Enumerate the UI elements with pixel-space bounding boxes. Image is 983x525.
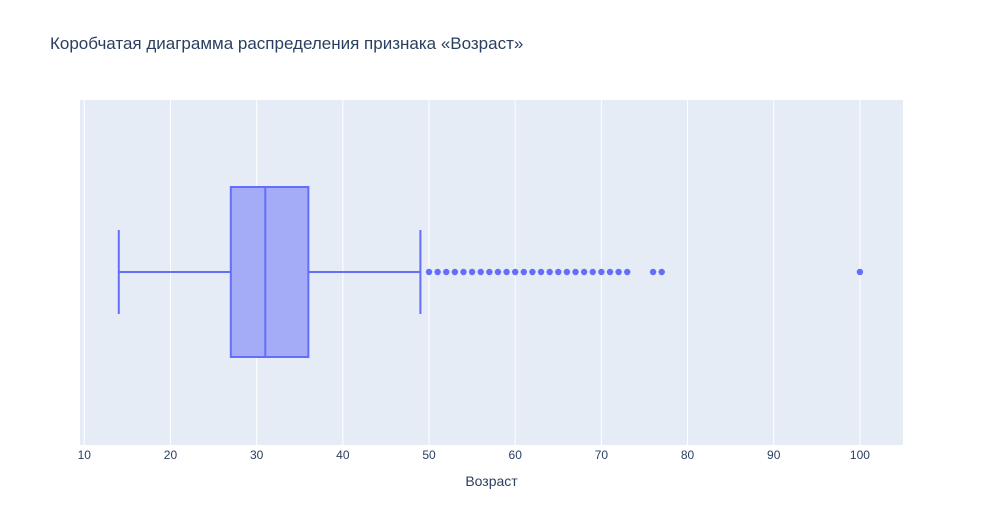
x-axis-title: Возраст <box>465 473 518 489</box>
outlier-point <box>555 268 562 276</box>
outlier-point <box>486 268 493 276</box>
outlier-point <box>546 268 553 276</box>
outlier-point <box>511 268 519 276</box>
outlier-point <box>425 268 433 276</box>
outlier-point <box>580 268 588 276</box>
outlier-point <box>856 268 864 276</box>
outlier-point <box>649 268 657 276</box>
outlier-point <box>520 268 528 276</box>
x-tick-label: 40 <box>336 448 350 462</box>
outlier-point <box>589 268 596 276</box>
x-tick-label: 60 <box>509 448 523 462</box>
outlier-point <box>615 268 622 276</box>
outlier-point <box>529 268 536 276</box>
x-tick-label: 100 <box>850 448 870 462</box>
outlier-point <box>606 268 614 276</box>
outlier-point <box>572 268 579 276</box>
outlier-point <box>598 268 605 276</box>
outlier-point <box>434 268 441 276</box>
iqr-box <box>229 186 310 358</box>
x-tick-label: 80 <box>681 448 695 462</box>
outlier-point <box>537 268 545 276</box>
x-tick-label: 90 <box>767 448 781 462</box>
outlier-point <box>494 268 502 276</box>
outlier-point <box>658 268 665 276</box>
outlier-point <box>503 268 510 276</box>
chart-title: Коробчатая диаграмма распределения призн… <box>50 34 524 53</box>
x-tick-label: 30 <box>250 448 264 462</box>
x-tick-label: 10 <box>78 448 92 462</box>
x-tick-label: 50 <box>422 448 436 462</box>
outlier-point <box>624 268 631 276</box>
x-tick-label: 70 <box>595 448 609 462</box>
x-tick-label: 20 <box>164 448 178 462</box>
outlier-point <box>460 268 467 276</box>
outlier-point <box>451 268 459 276</box>
outlier-point <box>477 268 484 276</box>
outlier-point <box>468 268 476 276</box>
outlier-point <box>563 268 571 276</box>
outlier-point <box>443 268 450 276</box>
